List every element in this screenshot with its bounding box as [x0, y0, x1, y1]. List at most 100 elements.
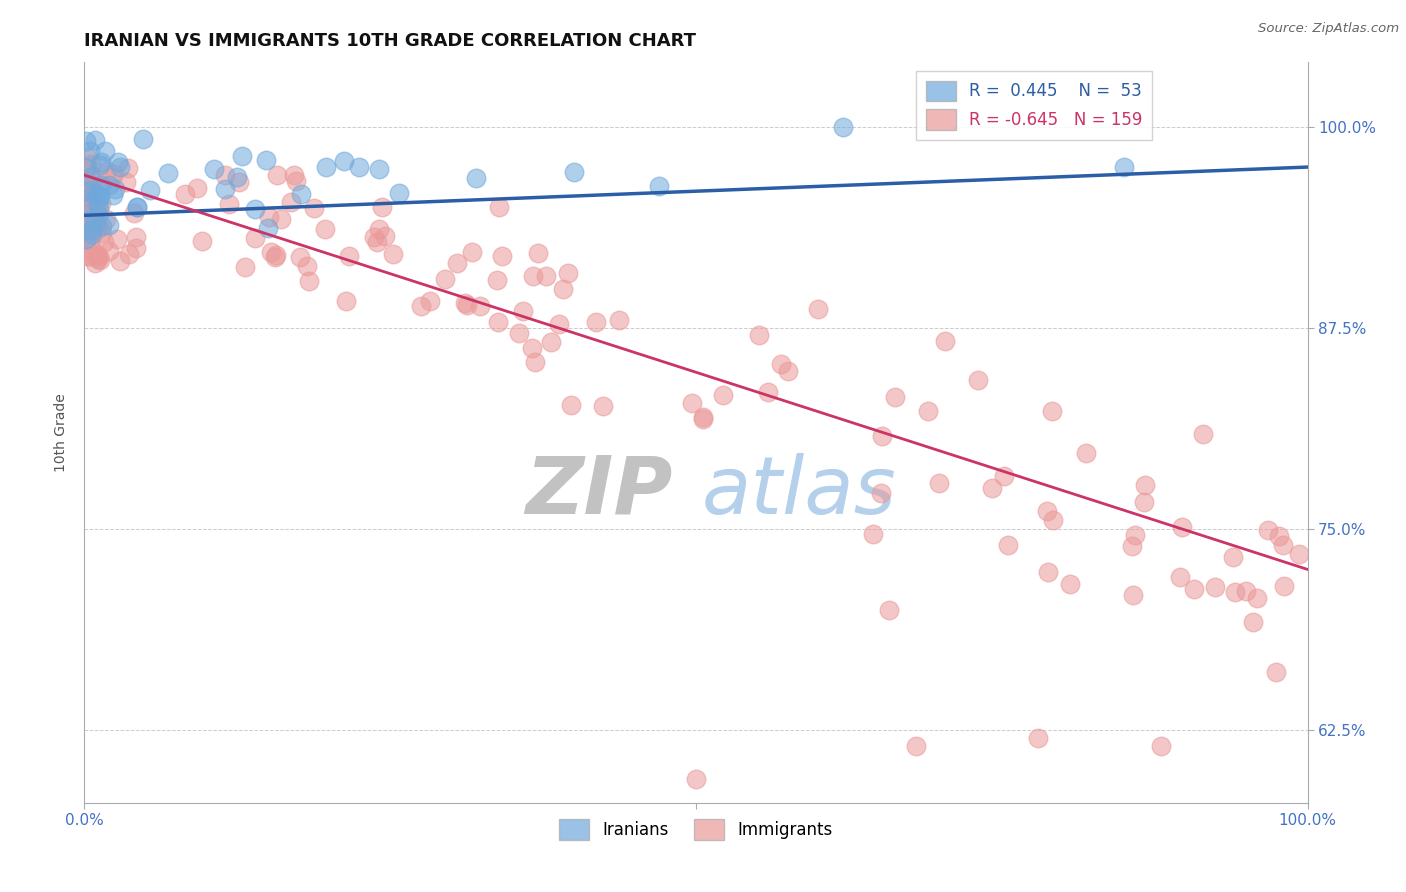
Point — [228, 175, 250, 189]
Point — [560, 398, 582, 412]
Point — [304, 201, 326, 215]
Point — [117, 161, 139, 175]
Point — [905, 739, 928, 754]
Point — [98, 178, 121, 192]
Point — [76, 249, 98, 263]
Point — [90, 178, 112, 192]
Point — [76, 184, 98, 198]
Point — [82, 173, 104, 187]
Point — [366, 235, 388, 249]
Point — [257, 210, 280, 224]
Point — [491, 249, 513, 263]
Point — [83, 215, 105, 229]
Point — [76, 159, 98, 173]
Point — [1222, 549, 1244, 564]
Point — [488, 200, 510, 214]
Point — [1265, 665, 1288, 679]
Point — [347, 161, 370, 175]
Point — [80, 218, 103, 232]
Point — [86, 250, 108, 264]
Point — [461, 245, 484, 260]
Point — [1288, 547, 1310, 561]
Point — [90, 219, 112, 233]
Point — [283, 168, 305, 182]
Point — [87, 248, 110, 262]
Point — [97, 218, 120, 232]
Point — [101, 187, 124, 202]
Point — [84, 256, 107, 270]
Point — [87, 189, 110, 203]
Point — [1246, 591, 1268, 605]
Point — [93, 144, 115, 158]
Point — [371, 200, 394, 214]
Point — [89, 201, 111, 215]
Point — [1168, 570, 1191, 584]
Point — [485, 273, 508, 287]
Point — [1122, 588, 1144, 602]
Point — [1274, 579, 1296, 593]
Point — [374, 228, 396, 243]
Point — [231, 149, 253, 163]
Point — [1182, 582, 1205, 596]
Point — [75, 203, 97, 218]
Point — [870, 429, 893, 443]
Point — [1121, 539, 1143, 553]
Point — [76, 150, 98, 164]
Point — [382, 247, 405, 261]
Point — [260, 245, 283, 260]
Point — [117, 247, 139, 261]
Point — [756, 385, 779, 400]
Point — [75, 232, 97, 246]
Point — [79, 198, 101, 212]
Point — [84, 223, 107, 237]
Point — [84, 221, 107, 235]
Point — [84, 132, 107, 146]
Point — [257, 221, 280, 235]
Point — [540, 334, 562, 349]
Y-axis label: 10th Grade: 10th Grade — [53, 393, 67, 472]
Point — [295, 259, 318, 273]
Point — [368, 222, 391, 236]
Point — [592, 399, 614, 413]
Point — [125, 242, 148, 256]
Point — [76, 178, 98, 192]
Point — [108, 253, 131, 268]
Point — [551, 282, 574, 296]
Point — [522, 269, 544, 284]
Point — [76, 189, 98, 203]
Point — [79, 145, 101, 159]
Point — [1234, 584, 1257, 599]
Point — [104, 181, 127, 195]
Point — [157, 166, 180, 180]
Point — [997, 538, 1019, 552]
Point — [76, 173, 98, 187]
Point — [139, 183, 162, 197]
Point — [264, 250, 287, 264]
Point — [419, 294, 441, 309]
Point — [456, 298, 478, 312]
Point — [100, 170, 122, 185]
Point — [83, 200, 105, 214]
Point — [89, 253, 111, 268]
Point — [75, 223, 97, 237]
Point — [339, 249, 361, 263]
Point — [1059, 577, 1081, 591]
Point — [520, 341, 543, 355]
Legend: Iranians, Immigrants: Iranians, Immigrants — [553, 813, 839, 847]
Point — [1241, 615, 1264, 629]
Point — [266, 168, 288, 182]
Point — [711, 388, 734, 402]
Point — [107, 155, 129, 169]
Point — [87, 218, 110, 232]
Point — [1040, 404, 1063, 418]
Point — [333, 153, 356, 168]
Point — [388, 186, 411, 201]
Point — [77, 245, 100, 260]
Point — [202, 161, 225, 176]
Point — [1272, 538, 1295, 552]
Point — [1223, 584, 1246, 599]
Point — [75, 198, 97, 212]
Point — [692, 412, 714, 426]
Point — [87, 178, 110, 192]
Point — [254, 153, 277, 167]
